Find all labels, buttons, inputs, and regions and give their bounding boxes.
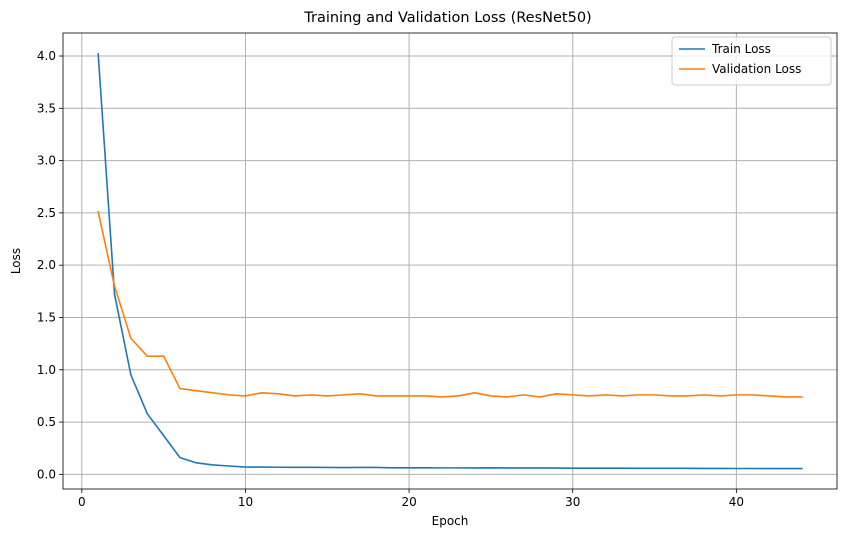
legend-label-validation-loss: Validation Loss (712, 62, 801, 76)
y-tick-label: 0.0 (37, 467, 56, 481)
y-tick-label: 3.0 (37, 154, 56, 168)
series-line-train-loss (97, 53, 803, 470)
ticks: 0 10 20 30 40 0.0 0.5 1.0 1.5 2.0 2.5 3.0 3.5 4.0 (37, 49, 744, 509)
x-tick-label: 40 (729, 495, 744, 509)
x-tick-label: 10 (238, 495, 253, 509)
chart-title: Training and Validation Loss (ResNet50) (303, 10, 591, 26)
legend-label-train-loss: Train Loss (711, 42, 771, 56)
y-tick-label: 2.0 (37, 258, 56, 272)
y-tick-label: 1.5 (37, 310, 56, 324)
y-tick-label: 2.5 (37, 206, 56, 220)
x-tick-label: 30 (565, 495, 580, 509)
y-tick-label: 4.0 (37, 49, 56, 63)
y-tick-label: 0.5 (37, 415, 56, 429)
plot-frame (62, 32, 838, 490)
legend-box (671, 36, 832, 86)
x-tick-label: 0 (78, 495, 86, 509)
x-axis-label: Epoch (432, 514, 469, 528)
legend: Train Loss Validation Loss (671, 36, 832, 86)
y-tick-label: 3.5 (37, 101, 56, 115)
x-tick-label: 20 (401, 495, 416, 509)
series-layer (97, 53, 803, 470)
grid (63, 33, 837, 489)
y-axis-label: Loss (9, 248, 23, 274)
series-line-validation-loss (97, 210, 803, 398)
y-tick-label: 1.0 (37, 363, 56, 377)
